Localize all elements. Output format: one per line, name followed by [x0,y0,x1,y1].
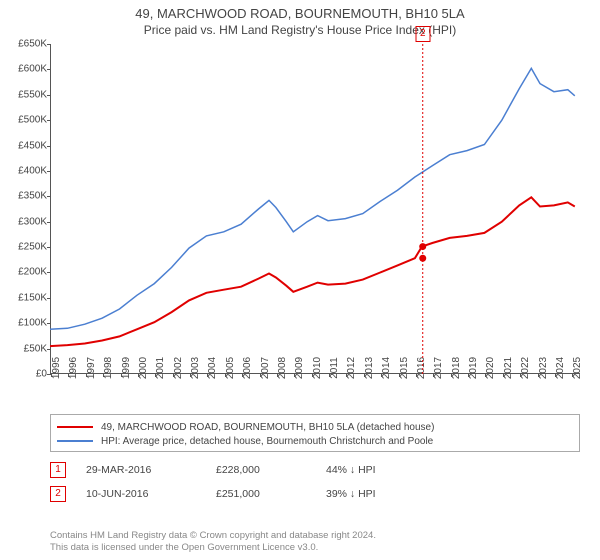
y-tick-label: £500K [1,115,47,126]
footer: Contains HM Land Registry data © Crown c… [50,530,376,554]
table-row: 1 29-MAR-2016£228,00044% ↓ HPI [50,458,580,482]
legend: 49, MARCHWOOD ROAD, BOURNEMOUTH, BH10 5L… [50,414,580,452]
chart-area: £0£50K£100K£150K£200K£250K£300K£350K£400… [50,44,580,374]
title: 49, MARCHWOOD ROAD, BOURNEMOUTH, BH10 5L… [0,0,600,23]
row-index-box: 2 [50,486,66,502]
legend-swatch [57,426,93,428]
y-tick-label: £600K [1,64,47,75]
row-date: 10-JUN-2016 [86,488,216,500]
series-svg [50,44,580,374]
subtitle: Price paid vs. HM Land Registry's House … [0,23,600,41]
legend-row: HPI: Average price, detached house, Bour… [57,434,573,448]
y-tick-label: £100K [1,318,47,329]
marker-dot [419,243,426,250]
row-delta: 44% ↓ HPI [326,464,580,476]
row-price: £251,000 [216,488,326,500]
footer-line-1: Contains HM Land Registry data © Crown c… [50,530,376,542]
transaction-table: 1 29-MAR-2016£228,00044% ↓ HPI 2 10-JUN-201… [50,458,580,506]
table-row: 2 10-JUN-2016£251,00039% ↓ HPI [50,482,580,506]
y-tick-label: £150K [1,292,47,303]
y-tick-label: £50K [1,343,47,354]
marker-index-box: 2 [415,26,430,42]
y-tick-label: £450K [1,140,47,151]
legend-row: 49, MARCHWOOD ROAD, BOURNEMOUTH, BH10 5L… [57,420,573,434]
legend-label: 49, MARCHWOOD ROAD, BOURNEMOUTH, BH10 5L… [101,422,434,433]
series-line [50,68,575,329]
row-price: £228,000 [216,464,326,476]
y-tick-label: £250K [1,242,47,253]
row-date: 29-MAR-2016 [86,464,216,476]
y-tick-label: £350K [1,191,47,202]
chart-container: 49, MARCHWOOD ROAD, BOURNEMOUTH, BH10 5L… [0,0,600,560]
y-tick-label: £200K [1,267,47,278]
y-tick-label: £650K [1,39,47,50]
series-line [50,197,575,346]
y-tick-label: £400K [1,165,47,176]
marker-dot [419,255,426,262]
legend-swatch [57,440,93,442]
y-tick-label: £0 [1,369,47,380]
legend-label: HPI: Average price, detached house, Bour… [101,436,433,447]
y-tick-label: £300K [1,216,47,227]
row-delta: 39% ↓ HPI [326,488,580,500]
row-index-box: 1 [50,462,66,478]
y-tick-label: £550K [1,89,47,100]
footer-line-2: This data is licensed under the Open Gov… [50,542,376,554]
